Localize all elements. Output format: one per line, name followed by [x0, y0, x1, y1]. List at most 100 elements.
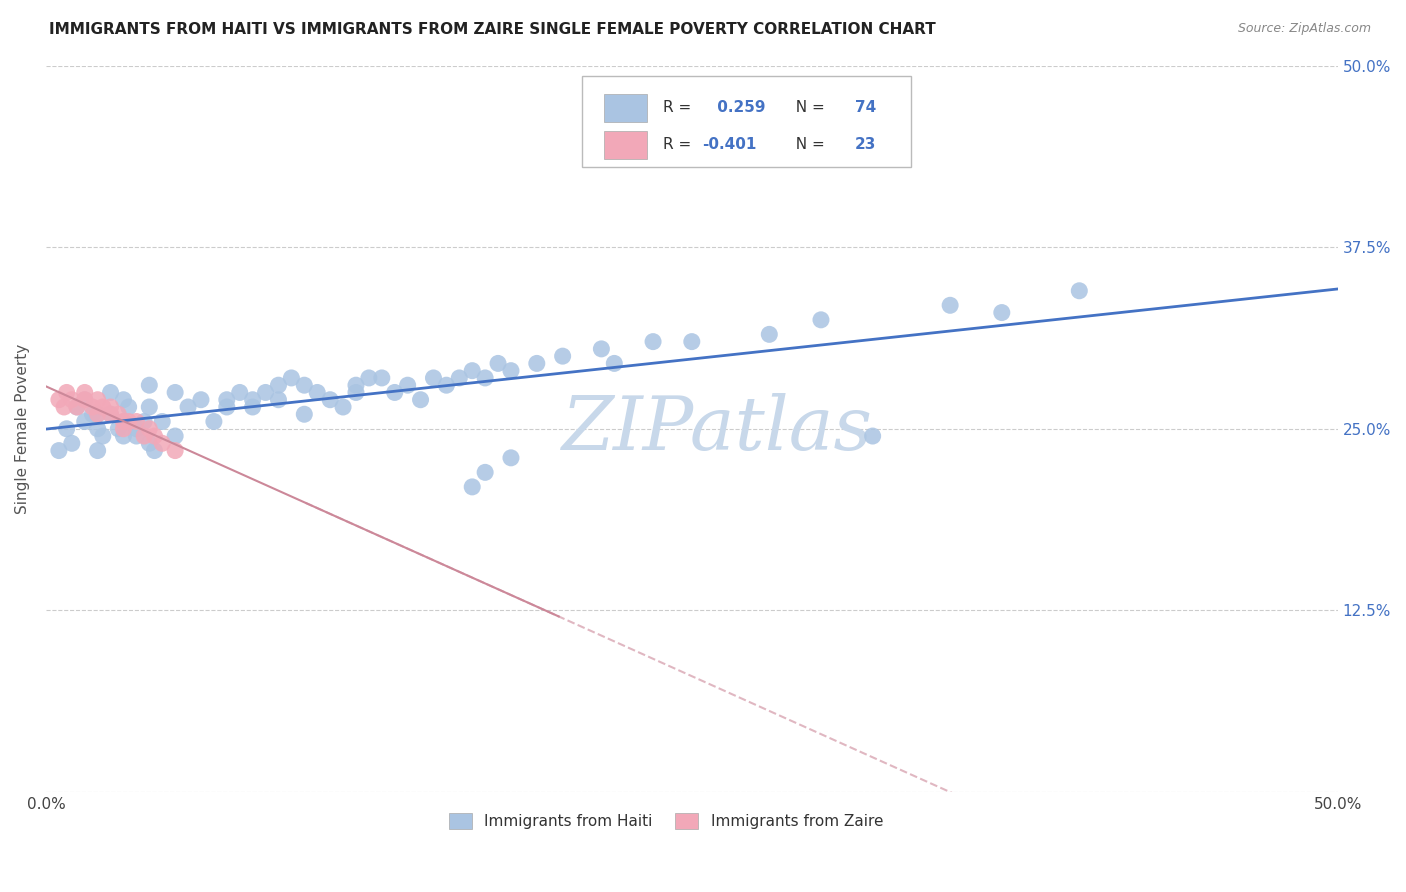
Point [526, 356, 548, 370]
Point [55, 385, 77, 400]
Point [165, 429, 187, 443]
Text: 23: 23 [855, 137, 876, 153]
Text: IMMIGRANTS FROM HAITI VS IMMIGRANTS FROM ZAIRE SINGLE FEMALE POVERTY CORRELATION: IMMIGRANTS FROM HAITI VS IMMIGRANTS FROM… [49, 22, 936, 37]
Point [112, 392, 135, 407]
Point [55, 422, 77, 436]
Point [86, 407, 108, 421]
Y-axis label: Single Female Poverty: Single Female Poverty [15, 343, 30, 514]
Point [73, 385, 96, 400]
Point [332, 400, 354, 414]
Point [112, 429, 135, 443]
Point [86, 443, 108, 458]
Point [100, 407, 122, 421]
Point [100, 407, 122, 421]
Point [357, 371, 380, 385]
Point [91, 429, 114, 443]
Point [384, 385, 406, 400]
Point [758, 327, 780, 342]
Point [73, 392, 96, 407]
Point [117, 415, 139, 429]
Point [86, 392, 108, 407]
Point [409, 392, 432, 407]
Point [486, 356, 509, 370]
Point [143, 443, 166, 458]
Point [190, 392, 212, 407]
Point [280, 371, 302, 385]
Point [138, 400, 160, 414]
Point [461, 364, 484, 378]
Point [499, 450, 522, 465]
Point [150, 415, 173, 429]
Point [73, 392, 96, 407]
Point [228, 385, 250, 400]
Point [292, 378, 315, 392]
Point [422, 371, 444, 385]
Point [292, 407, 315, 421]
Text: -0.401: -0.401 [702, 137, 756, 153]
Point [82, 407, 104, 421]
Point [86, 407, 108, 421]
Point [53, 400, 76, 414]
Point [202, 415, 225, 429]
Point [254, 385, 277, 400]
Point [66, 400, 89, 414]
Point [681, 334, 703, 349]
Point [177, 400, 200, 414]
Point [396, 378, 419, 392]
Point [215, 400, 238, 414]
Point [48, 392, 70, 407]
Point [641, 334, 664, 349]
FancyBboxPatch shape [605, 131, 647, 159]
Point [125, 422, 148, 436]
Point [107, 422, 129, 436]
Point [267, 378, 290, 392]
Text: R =: R = [664, 100, 696, 115]
Point [86, 422, 108, 436]
Point [267, 392, 290, 407]
FancyBboxPatch shape [582, 77, 911, 168]
Text: 74: 74 [855, 100, 876, 115]
Point [66, 400, 89, 414]
Point [150, 436, 173, 450]
FancyBboxPatch shape [605, 94, 647, 121]
Point [242, 392, 264, 407]
Text: ZIPatlas: ZIPatlas [562, 392, 873, 465]
Point [138, 378, 160, 392]
Point [344, 385, 367, 400]
Text: N =: N = [786, 137, 830, 153]
Point [474, 466, 496, 480]
Point [499, 364, 522, 378]
Point [603, 356, 626, 370]
Point [143, 429, 166, 443]
Point [551, 349, 574, 363]
Point [319, 392, 342, 407]
Point [60, 392, 83, 407]
Point [474, 371, 496, 385]
Point [112, 422, 135, 436]
Point [991, 305, 1014, 319]
Point [434, 378, 457, 392]
Point [107, 407, 129, 421]
Point [307, 385, 329, 400]
Point [73, 415, 96, 429]
Point [591, 342, 613, 356]
Point [371, 371, 394, 385]
Point [48, 443, 70, 458]
Point [449, 371, 471, 385]
Text: N =: N = [786, 100, 830, 115]
Point [125, 415, 148, 429]
Point [344, 378, 367, 392]
Point [82, 400, 104, 414]
Text: R =: R = [664, 137, 696, 153]
Point [242, 400, 264, 414]
Point [134, 429, 156, 443]
Point [112, 415, 135, 429]
Point [134, 415, 156, 429]
Point [1069, 284, 1091, 298]
Point [810, 313, 832, 327]
Text: 0.259: 0.259 [713, 100, 766, 115]
Text: Source: ZipAtlas.com: Source: ZipAtlas.com [1237, 22, 1371, 36]
Point [461, 480, 484, 494]
Point [862, 429, 884, 443]
Point [939, 298, 962, 312]
